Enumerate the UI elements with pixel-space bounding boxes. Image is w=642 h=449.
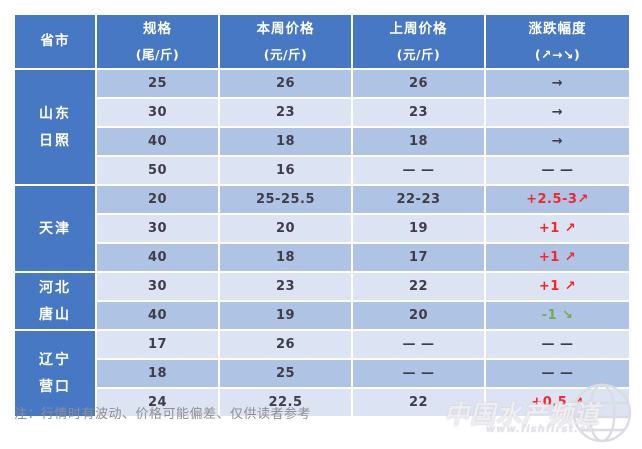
last-week-cell: — — [351,358,486,389]
trend-cell: +2.5-3↗ [484,184,631,215]
header-row: 省市 规格 (尾/斤) 本周价格 (元/斤) 上周价格 (元/斤) 涨跌幅度 (↗→↘) [13,13,631,70]
this-week-cell: 26 [218,68,353,99]
this-week-cell: 23 [218,97,353,128]
spec-cell: 18 [95,358,220,389]
last-week-cell: 26 [351,68,486,99]
header-label: 规格 [143,20,172,37]
last-week-cell: 18 [351,126,486,157]
header-label: 省市 [40,33,70,49]
spec-cell: 30 [95,97,220,128]
disclaimer-note: 注：行情时有波动、价格可能偏差、仅供读者参考 [14,407,312,422]
region-line: 河北 [39,279,71,296]
region-cell-shandong-rizhao: 山东 日照 [13,68,97,186]
last-week-cell: 23 [351,97,486,128]
trend-cell: — — [484,329,631,360]
spec-cell: 50 [95,155,220,186]
table-row: 天津 20 25-25.5 22-23 +2.5-3↗ [13,184,631,273]
header-label: 本周价格 [256,20,315,37]
table-row: 河北唐山 30 23 22 +1 ↗ [13,271,631,331]
header-cell-trend: 涨跌幅度 (↗→↘) [484,13,631,70]
header-cell-spec: 规格 (尾/斤) [95,13,220,70]
header-cell-this-week: 本周价格 (元/斤) [218,13,353,70]
last-week-cell: 17 [351,242,486,273]
table-row: 辽宁营口 17 26 — — — — [13,329,631,418]
last-week-cell: 19 [351,213,486,244]
trend-cell: +1 ↗ [484,213,631,244]
this-week-cell: 18 [218,126,353,157]
trend-cell: +0.5 ↗ [484,387,631,418]
header-cell-region: 省市 [13,13,97,70]
table-row: 30 23 23 → [14,97,631,128]
table-body: 山东日照 25 26 26 → 30 23 23 → 40 18 18 → 50 [13,68,631,418]
region-cell-hebei-tangshan: 河北 唐山 [13,271,97,331]
spec-cell: 25 [95,68,220,99]
this-week-cell: 16 [218,155,353,186]
region-line: 营口 [39,379,71,395]
table-row: 30 20 19 +1 ↗ [14,213,631,244]
last-week-cell: 22 [351,271,486,302]
last-week-cell: 22 [351,387,486,418]
trend-cell: — — [484,155,631,186]
trend-cell: → [484,68,631,99]
region-cell-tianjin: 天津 [13,184,97,273]
watermark-url: www.fishfirst.cn [485,424,594,435]
header-cell-last-week: 上周价格 (元/斤) [351,13,486,70]
table-header: 省市 规格 (尾/斤) 本周价格 (元/斤) 上周价格 (元/斤) 涨跌幅度 (↗→↘) [13,13,631,70]
table-row: 18 25 — — — — [14,358,631,389]
spec-cell: 40 [95,126,220,157]
this-week-cell: 25-25.5 [218,184,353,215]
price-table: 省市 规格 (尾/斤) 本周价格 (元/斤) 上周价格 (元/斤) 涨跌幅度 (↗→↘)… [13,13,631,418]
last-week-cell: 20 [351,300,486,331]
this-week-cell: 26 [218,329,353,360]
spec-cell: 17 [95,329,220,360]
table-row: 40 18 17 +1 ↗ [14,242,631,273]
header-sublabel: (元/斤) [263,46,308,62]
header-sublabel: (元/斤) [396,46,441,62]
header-sublabel: (尾/斤) [135,46,180,62]
region-line: 日照 [39,132,71,149]
table-row: 40 19 20 -1 ↘ [14,300,631,331]
header-label: 上周价格 [389,20,448,37]
spec-cell: 30 [95,213,220,244]
region-line: 天津 [39,220,71,237]
spec-cell: 30 [95,271,220,302]
trend-cell: +1 ↗ [484,271,631,302]
last-week-cell: — — [351,155,486,186]
this-week-cell: 18 [218,242,353,273]
spec-cell: 40 [95,300,220,331]
this-week-cell: 19 [218,300,353,331]
trend-cell: → [484,126,631,157]
header-sublabel trend-arrows-icon: (↗→↘) [534,46,581,62]
this-week-cell: 25 [218,358,353,389]
table-row: 50 16 — — — — [14,155,631,186]
trend-cell: +1 ↗ [484,242,631,273]
header-label: 涨跌幅度 [528,20,587,37]
this-week-cell: 20 [218,213,353,244]
trend-cell: — — [484,358,631,389]
last-week-cell: 22-23 [351,184,486,215]
last-week-cell: — — [351,329,486,360]
spec-cell: 40 [95,242,220,273]
region-line: 辽宁 [39,352,71,368]
this-week-cell: 22.5 [218,387,353,418]
spec-cell: 24 [95,387,220,418]
region-cell-liaoning-yingkou: 辽宁 营口 [13,329,97,418]
table-row: 40 18 18 → [14,126,631,157]
trend-cell: -1 ↘ [484,300,631,331]
this-week-cell: 23 [218,271,353,302]
spec-cell: 20 [95,184,220,215]
trend-cell: → [484,97,631,128]
region-line: 山东 [39,105,71,122]
table-row: 山东日照 25 26 26 → [13,68,631,186]
region-line: 唐山 [39,306,71,323]
